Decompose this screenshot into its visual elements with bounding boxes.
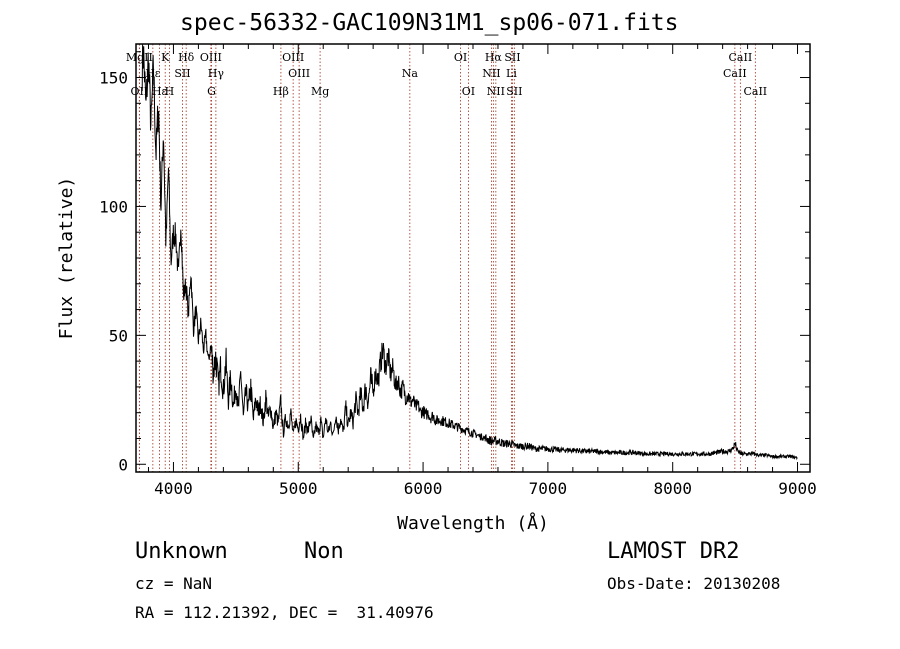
chart-title: spec-56332-GAC109N31M1_sp06-071.fits — [180, 10, 679, 36]
spectral-lines-layer — [138, 44, 756, 472]
spectral-line-label: CaII — [743, 85, 767, 98]
spectral-line-label: OII — [131, 85, 149, 98]
spectral-line-label: CaII — [729, 51, 753, 64]
spectral-line-label: CaII — [723, 67, 747, 80]
spectral-line-label: SII — [504, 51, 520, 64]
object-subclass: Non — [304, 539, 344, 564]
redshift-cz: cz = NaN — [135, 574, 213, 593]
x-tick-label: 9000 — [778, 479, 817, 498]
spectral-line-label: Mg — [311, 85, 329, 98]
x-tick-label: 6000 — [404, 479, 443, 498]
spectral-line-label: OIII — [288, 67, 310, 80]
spectral-line-label: G — [207, 85, 216, 98]
spectral-line-label: OI — [462, 85, 475, 98]
spectral-line-label: Hε — [152, 85, 168, 98]
x-tick-label: 8000 — [653, 479, 692, 498]
x-tick-label: 5000 — [279, 479, 318, 498]
spectrum-trace — [141, 43, 798, 461]
object-class: Unknown — [135, 539, 228, 564]
plot-frame — [135, 43, 811, 473]
y-tick-label: 50 — [109, 326, 128, 345]
spectral-line-label: OI — [454, 51, 467, 64]
y-tick-label: 150 — [99, 69, 128, 88]
spectral-line-label: Hγ — [208, 67, 225, 80]
spectral-line-label: NII — [482, 67, 500, 80]
x-axis-label: Wavelength (Å) — [397, 512, 549, 534]
y-axis-label: Flux (relative) — [56, 177, 77, 340]
spectral-line-label: Hα — [485, 51, 503, 64]
x-tick-label: 7000 — [529, 479, 568, 498]
y-tick-label: 100 — [99, 197, 128, 216]
axis-ticks: 4000 5000 6000 7000 8000 9000 0 50 100 150 — [99, 44, 817, 498]
observation-date: Obs-Date: 20130208 — [607, 574, 781, 593]
spectral-line-label: Hδ — [178, 51, 195, 64]
spectral-line-label: K — [161, 51, 170, 64]
spectral-line-label: OIII — [200, 51, 222, 64]
spectral-line-label: SII — [174, 67, 190, 80]
survey-name: LAMOST DR2 — [607, 539, 740, 564]
spectral-line-label: OIII — [282, 51, 304, 64]
spectral-line-label: SII — [506, 85, 522, 98]
ra-dec-coordinates: RA = 112.21392, DEC = 31.40976 — [135, 603, 434, 622]
spectral-line-label: H — [165, 85, 175, 98]
spectral-line-label: Li — [506, 67, 517, 80]
y-tick-label: 0 — [118, 455, 128, 474]
spectral-line-label: Hβ — [273, 85, 289, 98]
spectral-line-label: Na — [402, 67, 419, 80]
x-tick-label: 4000 — [154, 479, 193, 498]
spectral-line-label: NII — [487, 85, 505, 98]
spectral-line-label: MgII — [126, 51, 153, 64]
